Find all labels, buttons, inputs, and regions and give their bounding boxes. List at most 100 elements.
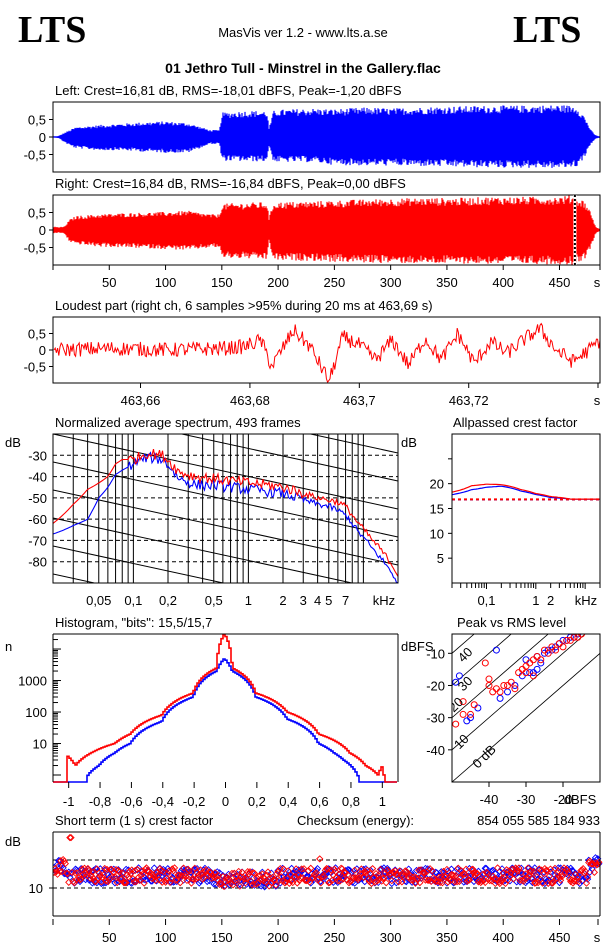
x-tick-label: 300 bbox=[380, 930, 402, 945]
scatter-point-right bbox=[461, 870, 469, 878]
scatter-point-right bbox=[522, 669, 530, 677]
scatter-point-right bbox=[166, 878, 174, 887]
spectrum-grid bbox=[53, 434, 398, 583]
scatter-point-right bbox=[316, 855, 324, 863]
x-tick-label: 450 bbox=[549, 275, 571, 290]
x-tick-label: 5 bbox=[325, 593, 332, 608]
scatter-point-right bbox=[444, 878, 452, 886]
plot-title: Left: Crest=16,81 dB, RMS=-18,01 dBFS, P… bbox=[55, 83, 402, 98]
scatter-point-right bbox=[522, 662, 530, 670]
x-tick-label: 1 bbox=[532, 593, 539, 608]
scatter-point-left bbox=[518, 870, 526, 879]
scatter-point-left bbox=[452, 678, 460, 686]
x-tick-label: -1 bbox=[63, 794, 75, 809]
scatter-point-right bbox=[470, 701, 478, 709]
x-unit-label: s bbox=[594, 393, 601, 408]
x-tick-label: 300 bbox=[380, 275, 402, 290]
loudest-part: Loudest part (right ch, 6 samples >95% d… bbox=[24, 298, 601, 408]
x-tick-label: 2 bbox=[547, 593, 554, 608]
scatter-point-left bbox=[504, 688, 511, 696]
scatter-point-right bbox=[420, 869, 429, 877]
x-tick-label: 463,7 bbox=[343, 393, 376, 408]
scatter-point-right bbox=[139, 870, 147, 878]
scatter-point-right bbox=[559, 871, 567, 880]
scatter-point-right bbox=[197, 869, 206, 877]
scatter-point-right bbox=[254, 879, 262, 888]
scatter-point-right bbox=[388, 877, 396, 885]
scatter-point-left bbox=[518, 672, 526, 680]
x-tick-label: 0,1 bbox=[124, 593, 142, 608]
scatter-point-right bbox=[178, 872, 187, 880]
y-tick-label: 0 bbox=[39, 130, 46, 145]
scatter-point-right bbox=[228, 869, 236, 878]
scatter-point-right bbox=[240, 875, 248, 883]
scatter-point-right bbox=[416, 878, 424, 887]
scatter-point-right bbox=[250, 869, 259, 878]
scatter-point-right bbox=[518, 665, 526, 673]
scatter-point-right bbox=[248, 881, 256, 889]
y-tick-label: 10 bbox=[33, 737, 47, 752]
scatter-point-right bbox=[459, 710, 467, 718]
scatter-point-right bbox=[532, 879, 540, 887]
spectrum-series-left bbox=[53, 451, 398, 583]
y-tick-label: -0,5 bbox=[24, 241, 46, 256]
x-tick-label: 400 bbox=[492, 275, 514, 290]
x-unit-label: kHz bbox=[575, 593, 597, 608]
scatter-point-right bbox=[511, 685, 519, 693]
scatter-point-left bbox=[583, 875, 592, 883]
scatter-point-right bbox=[526, 659, 534, 667]
y-tick-label: 15 bbox=[430, 502, 444, 517]
scatter-point-right bbox=[452, 720, 460, 728]
x-tick-label: 3 bbox=[300, 593, 307, 608]
scatter-point-right bbox=[131, 866, 139, 875]
plot-title: Histogram, "bits": 15,5/15,7 bbox=[55, 615, 212, 630]
x-tick-label: 150 bbox=[211, 930, 233, 945]
scatter-point-right bbox=[553, 869, 561, 877]
scatter-point-right bbox=[543, 866, 551, 875]
scatter-point-right bbox=[485, 681, 493, 689]
scatter-point-right bbox=[334, 877, 342, 885]
x-tick-label: 0,5 bbox=[205, 593, 223, 608]
scatter-point-right bbox=[595, 858, 603, 866]
scatter-point-right bbox=[493, 864, 502, 872]
scatter-point-right bbox=[307, 864, 315, 872]
x-unit-label: kHz bbox=[373, 593, 395, 608]
scatter-point-right bbox=[529, 868, 538, 876]
logo-left: LTS bbox=[18, 9, 87, 51]
plot-title: Loudest part (right ch, 6 samples >95% d… bbox=[55, 298, 433, 313]
x-tick-label: 150 bbox=[211, 275, 233, 290]
y-tick-label: 1000 bbox=[18, 674, 47, 689]
y-tick-label: 10 bbox=[430, 526, 444, 541]
scatter-point-right bbox=[161, 878, 170, 886]
histogram: Histogram, "bits": 15,5/15,7n100010010-1… bbox=[5, 615, 399, 809]
scatter-point-right bbox=[111, 872, 119, 881]
slope-line bbox=[179, 434, 398, 482]
scatter-point-right bbox=[515, 864, 523, 872]
scatter-point-right bbox=[534, 878, 542, 887]
scatter-point-right bbox=[244, 867, 252, 876]
y-axis-label: dB bbox=[401, 435, 417, 450]
x-tick-label: 0,05 bbox=[86, 593, 111, 608]
scatter-point-right bbox=[354, 876, 362, 884]
scatter-point-right bbox=[188, 875, 197, 883]
scatter-point-left bbox=[591, 854, 600, 862]
scatter-point-left bbox=[492, 646, 500, 654]
scatter-point-right bbox=[276, 864, 284, 873]
scatter-point-right bbox=[219, 872, 227, 881]
scatter-point-right bbox=[302, 877, 310, 885]
y-tick-label: -40 bbox=[426, 743, 445, 758]
scatter-point-right bbox=[459, 698, 467, 706]
x-tick-label: -20 bbox=[554, 792, 573, 807]
scatter-point-right bbox=[467, 710, 474, 718]
crest-line bbox=[452, 634, 586, 751]
scatter-point-right bbox=[320, 872, 328, 881]
scatter-point-right bbox=[351, 866, 359, 874]
y-axis-label: dB bbox=[5, 834, 21, 849]
x-unit-label: s bbox=[594, 930, 601, 945]
scatter-point-left bbox=[574, 634, 582, 638]
scatter-point-right bbox=[61, 859, 70, 868]
scatter-point-right bbox=[330, 865, 339, 873]
scatter-point-left bbox=[313, 865, 322, 873]
scatter-point-right bbox=[390, 869, 398, 877]
scatter-point-right bbox=[66, 833, 74, 842]
